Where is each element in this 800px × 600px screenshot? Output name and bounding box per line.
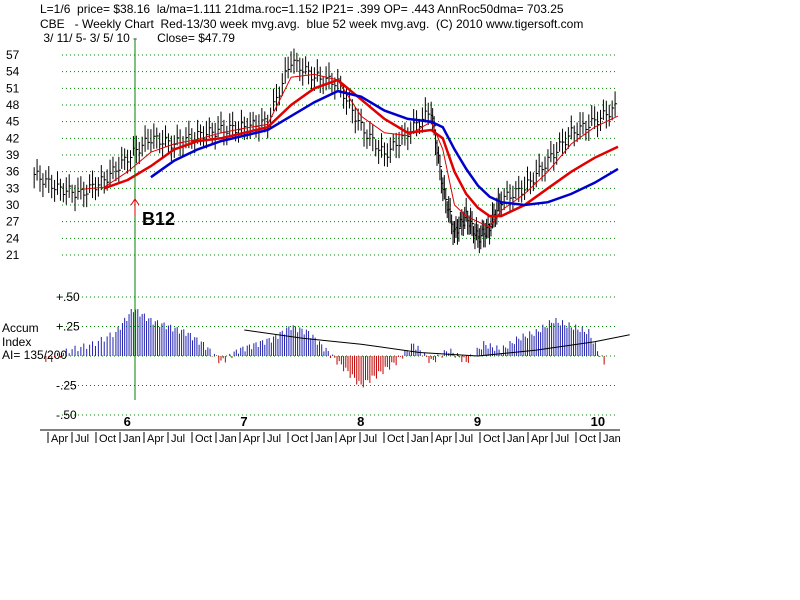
- accum-ma-line: [244, 329, 630, 357]
- x-month-label: Oct: [195, 433, 212, 445]
- price-tick-label: 33: [6, 181, 20, 195]
- price-tick-label: 51: [6, 81, 20, 95]
- accum-tick-label: +.25: [56, 320, 80, 334]
- accum-label-line3: AI= 135/200: [2, 348, 67, 362]
- price-tick-label: 24: [6, 231, 20, 245]
- x-month-label: Jan: [315, 433, 333, 445]
- accum-axis-ticks: +.50 +.25 -.25 -.50: [56, 290, 80, 422]
- price-tick-label: 30: [6, 198, 20, 212]
- x-month-label: Jul: [555, 433, 569, 445]
- price-tick-label: 42: [6, 131, 20, 145]
- accum-tick-label: +.50: [56, 290, 80, 304]
- accum-tick-label: -.25: [56, 379, 77, 393]
- signal-label: B12: [142, 209, 175, 229]
- header-stats-line: L=1/6 price= $38.16 la/ma=1.111 21dma.ro…: [40, 2, 564, 16]
- header-title-line: CBE - Weekly Chart Red-13/30 week mvg.av…: [40, 17, 584, 31]
- x-month-label: Apr: [147, 433, 164, 445]
- x-axis: 6 7 8 9 10 Apr Jul Oct Jan Apr Jul Oct Jan Apr Jul Oct J…: [40, 414, 621, 445]
- price-gridlines: [62, 54, 618, 256]
- header-date-close-line: 3/ 11/ 5- 3/ 5/ 10 - Close= $47.79: [40, 31, 235, 45]
- x-month-label: Apr: [531, 433, 548, 445]
- x-month-label: Jan: [411, 433, 429, 445]
- price-bars: [33, 48, 618, 254]
- accum-ma-line: [244, 329, 630, 357]
- moving-average-line: [150, 89, 619, 207]
- x-month-label: Jul: [459, 433, 473, 445]
- x-month-label: Jul: [171, 433, 185, 445]
- price-tick-label: 57: [6, 48, 20, 62]
- x-month-label: Jan: [219, 433, 237, 445]
- price-tick-label: 54: [6, 65, 20, 79]
- accum-label-line1: Accum: [2, 321, 39, 335]
- x-month-label: Apr: [339, 433, 356, 445]
- x-month-label: Jan: [507, 433, 525, 445]
- price-tick-label: 36: [6, 165, 20, 179]
- moving-average-line: [80, 73, 619, 228]
- accum-gridlines: [62, 296, 618, 416]
- x-month-label: Jul: [75, 433, 89, 445]
- x-month-label: Oct: [387, 433, 404, 445]
- x-month-label: Apr: [435, 433, 452, 445]
- x-month-label: Jul: [363, 433, 377, 445]
- price-tick-label: 45: [6, 115, 20, 129]
- x-month-label: Oct: [579, 433, 596, 445]
- accum-tick-label: -.50: [56, 408, 77, 422]
- price-axis-ticks: 57 54 51 48 45 42 39 36 33 30 27 24 21: [6, 48, 20, 262]
- accum-index-bars: [45, 309, 605, 388]
- x-year-label: 7: [240, 414, 247, 429]
- x-month-label: Apr: [51, 433, 68, 445]
- x-month-label: Apr: [243, 433, 260, 445]
- x-year-label: 8: [357, 414, 364, 429]
- x-month-label: Jan: [603, 433, 621, 445]
- accum-label-line2: Index: [2, 335, 31, 349]
- price-tick-label: 21: [6, 248, 20, 262]
- price-tick-label: 48: [6, 98, 20, 112]
- price-tick-label: 27: [6, 215, 20, 229]
- x-month-label: Jan: [123, 433, 141, 445]
- x-year-label: 10: [591, 414, 605, 429]
- x-year-label: 9: [474, 414, 481, 429]
- x-month-label: Oct: [291, 433, 308, 445]
- price-tick-label: 39: [6, 148, 20, 162]
- x-month-label: Oct: [483, 433, 500, 445]
- signal-arrow-head: [130, 198, 140, 206]
- moving-average-lines: [80, 73, 619, 228]
- x-month-label: Jul: [267, 433, 281, 445]
- x-year-label: 6: [124, 414, 131, 429]
- x-month-label: Oct: [99, 433, 116, 445]
- moving-average-line: [103, 78, 619, 218]
